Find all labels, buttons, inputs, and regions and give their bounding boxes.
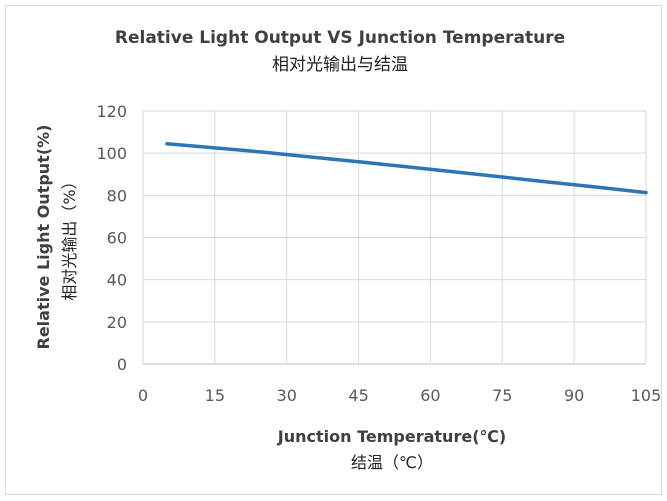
x-tick-label: 45: [348, 386, 368, 405]
chart-subtitle: 相对光输出与结温: [272, 55, 408, 75]
x-tick-label: 60: [420, 386, 440, 405]
x-axis-label-cn: 结温（℃）: [351, 453, 433, 472]
series-group: [165, 141, 648, 195]
chart-title: Relative Light Output VS Junction Temper…: [115, 28, 565, 48]
y-tick-label: 40: [107, 271, 127, 290]
x-axis-label: Junction Temperature(℃): [277, 427, 506, 446]
x-tick-label: 30: [277, 386, 297, 405]
y-tick-label: 80: [107, 186, 127, 205]
x-tick-label: 90: [564, 386, 584, 405]
chart-frame: [5, 5, 662, 495]
y-tick-label: 100: [96, 144, 127, 163]
y-tick-labels: 0 20 40 60 80 100 120: [96, 102, 127, 374]
x-tick-label: 105: [631, 386, 662, 405]
series-line: [165, 141, 648, 195]
y-tick-label: 0: [117, 355, 127, 374]
x-tick-label: 0: [138, 386, 148, 405]
x-tick-label: 75: [492, 386, 512, 405]
y-axis-label: Relative Light Output(%): [34, 125, 53, 350]
x-tick-label: 15: [205, 386, 225, 405]
y-axis-label-cn: 相对光输出（%）: [60, 173, 79, 300]
y-tick-label: 20: [107, 313, 127, 332]
y-tick-label: 60: [107, 229, 127, 248]
x-tick-labels: 0 15 30 45 60 75 90 105: [138, 386, 661, 405]
y-tick-label: 120: [96, 102, 127, 121]
